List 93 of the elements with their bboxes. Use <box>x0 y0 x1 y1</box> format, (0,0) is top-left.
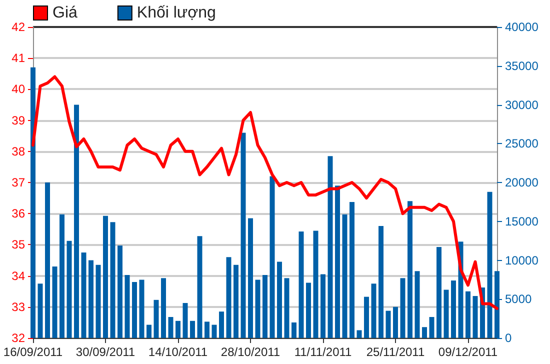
bar <box>219 312 224 338</box>
bar <box>378 226 384 338</box>
y-tick-label: 39 <box>12 113 26 128</box>
bar <box>38 284 43 338</box>
bar <box>386 310 391 338</box>
bar <box>298 231 304 338</box>
bar <box>320 274 326 338</box>
bar <box>350 202 354 338</box>
bar <box>60 214 64 338</box>
bar <box>81 252 86 338</box>
y-tick-label: 34 <box>12 268 26 283</box>
y-tick-label: 33 <box>12 300 26 314</box>
bar <box>487 192 492 338</box>
bar <box>197 236 202 338</box>
bar <box>118 245 122 338</box>
y2-tick-label: 40000 <box>505 20 539 34</box>
x-tick-label: 11/11/2011 <box>294 345 352 359</box>
bar <box>154 300 159 338</box>
bar <box>408 201 412 338</box>
bar <box>212 324 217 338</box>
y2-tick-label: 20000 <box>505 176 539 190</box>
bar <box>52 266 58 338</box>
bar <box>313 230 318 338</box>
bar <box>451 280 456 338</box>
bar <box>110 222 116 338</box>
bar <box>364 296 369 338</box>
bar <box>342 214 348 338</box>
bar <box>306 282 311 338</box>
bar <box>466 291 470 338</box>
y2-tick-label: 0 <box>505 331 512 345</box>
legend-label: Khối lượng <box>136 4 216 22</box>
bar <box>277 262 282 338</box>
y2-tick-label: 30000 <box>505 98 539 112</box>
bar <box>45 182 50 338</box>
y-tick-label: 42 <box>12 20 26 34</box>
bar <box>132 282 137 338</box>
bar <box>371 284 376 338</box>
y2-tick-label: 10000 <box>505 253 539 268</box>
bar <box>436 247 442 338</box>
bar <box>96 264 101 338</box>
bar <box>414 271 420 338</box>
bar <box>66 240 72 338</box>
bar <box>30 67 36 338</box>
bar <box>292 322 296 338</box>
legend-label: Giá <box>52 4 78 22</box>
x-tick-label: 30/09/2011 <box>76 345 136 359</box>
bar <box>400 278 406 338</box>
y2-tick-label: 35000 <box>505 58 539 73</box>
bar <box>139 280 144 338</box>
bar <box>328 156 333 338</box>
y-tick-label: 35 <box>12 238 26 252</box>
bar <box>472 296 478 338</box>
bar <box>248 218 253 338</box>
bar <box>88 260 94 338</box>
bar <box>74 104 79 338</box>
bar <box>356 330 362 338</box>
bar <box>124 275 130 338</box>
bar <box>429 317 434 338</box>
bar <box>335 186 340 338</box>
bar <box>190 320 195 338</box>
x-tick-label: 16/09/2011 <box>3 345 63 359</box>
bar <box>240 132 246 338</box>
x-tick-label: 09/12/2011 <box>438 345 498 359</box>
y-tick-label: 41 <box>12 51 26 66</box>
line-series <box>32 75 498 310</box>
bar <box>204 322 210 338</box>
bar <box>270 176 275 338</box>
bar <box>494 271 500 338</box>
y-tick-label: 40 <box>12 82 26 96</box>
y-tick-label: 36 <box>12 206 26 221</box>
bar <box>393 306 398 338</box>
bar <box>182 303 188 338</box>
y2-tick-label: 15000 <box>505 214 539 228</box>
bar <box>255 280 260 338</box>
bar <box>176 320 180 338</box>
bar <box>422 327 427 338</box>
bar <box>168 317 174 338</box>
bar <box>234 264 238 338</box>
bar <box>161 278 166 338</box>
y-tick-label: 37 <box>12 176 26 190</box>
bar <box>284 278 290 338</box>
bar <box>146 324 152 338</box>
y2-tick-label: 5000 <box>505 292 532 306</box>
bar <box>226 257 232 338</box>
bar <box>444 290 449 338</box>
x-tick-label: 14/10/2011 <box>148 345 208 359</box>
y-tick-label: 38 <box>12 144 26 158</box>
x-tick-label: 25/11/2011 <box>366 345 425 359</box>
y-tick-label: 32 <box>12 331 26 345</box>
bar <box>262 275 268 338</box>
bar <box>103 216 108 338</box>
y2-tick-label: 25000 <box>505 136 539 151</box>
x-tick-label: 28/10/2011 <box>220 345 280 359</box>
